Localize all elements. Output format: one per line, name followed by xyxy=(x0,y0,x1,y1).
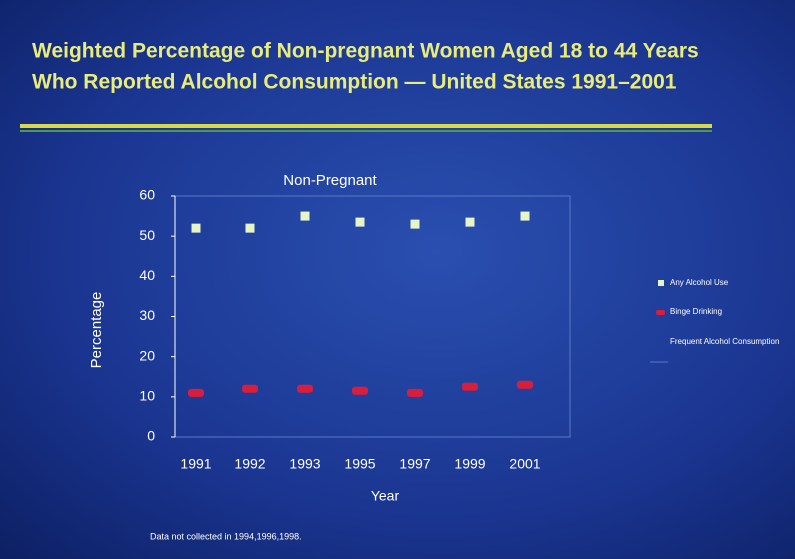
chart-title: Non-Pregnant xyxy=(283,172,377,189)
legend-swatch xyxy=(656,310,665,315)
x-tick-label: 1995 xyxy=(344,456,375,472)
marker xyxy=(517,380,533,389)
y-tick-label: 60 xyxy=(139,187,155,203)
marker xyxy=(242,384,258,393)
legend-label: Frequent Alcohol Consumption xyxy=(670,337,779,346)
x-tick-label: 1991 xyxy=(180,456,211,472)
marker xyxy=(520,211,530,221)
y-tick-label: 0 xyxy=(147,428,155,444)
marker xyxy=(410,219,420,229)
legend-label: Binge Drinking xyxy=(670,307,722,316)
x-tick-label: 1993 xyxy=(289,456,320,472)
footnote: Data not collected in 1994,1996,1998. xyxy=(150,531,302,541)
marker xyxy=(297,384,313,393)
legend-label: Any Alcohol Use xyxy=(670,278,729,287)
marker xyxy=(352,386,368,395)
y-tick-label: 30 xyxy=(139,307,155,323)
marker xyxy=(245,223,255,233)
marker xyxy=(191,223,201,233)
marker xyxy=(407,388,423,397)
x-tick-label: 2001 xyxy=(509,456,540,472)
y-tick-label: 20 xyxy=(139,347,155,363)
y-tick-label: 50 xyxy=(139,227,155,243)
marker xyxy=(300,211,310,221)
x-axis-label: Year xyxy=(371,488,400,504)
subtitle: Who Reported Alcohol Consumption — Unite… xyxy=(32,71,677,94)
x-tick-label: 1999 xyxy=(454,456,485,472)
y-tick-label: 40 xyxy=(139,267,155,283)
marker xyxy=(462,382,478,391)
y-axis-label: Percentage xyxy=(88,292,105,369)
marker xyxy=(355,217,365,227)
x-tick-label: 1997 xyxy=(399,456,430,472)
title: Weighted Percentage of Non-pregnant Wome… xyxy=(32,40,699,63)
x-tick-label: 1992 xyxy=(234,456,265,472)
marker xyxy=(465,217,475,227)
marker xyxy=(188,388,204,397)
legend-swatch xyxy=(658,280,664,286)
y-tick-label: 10 xyxy=(139,388,155,404)
